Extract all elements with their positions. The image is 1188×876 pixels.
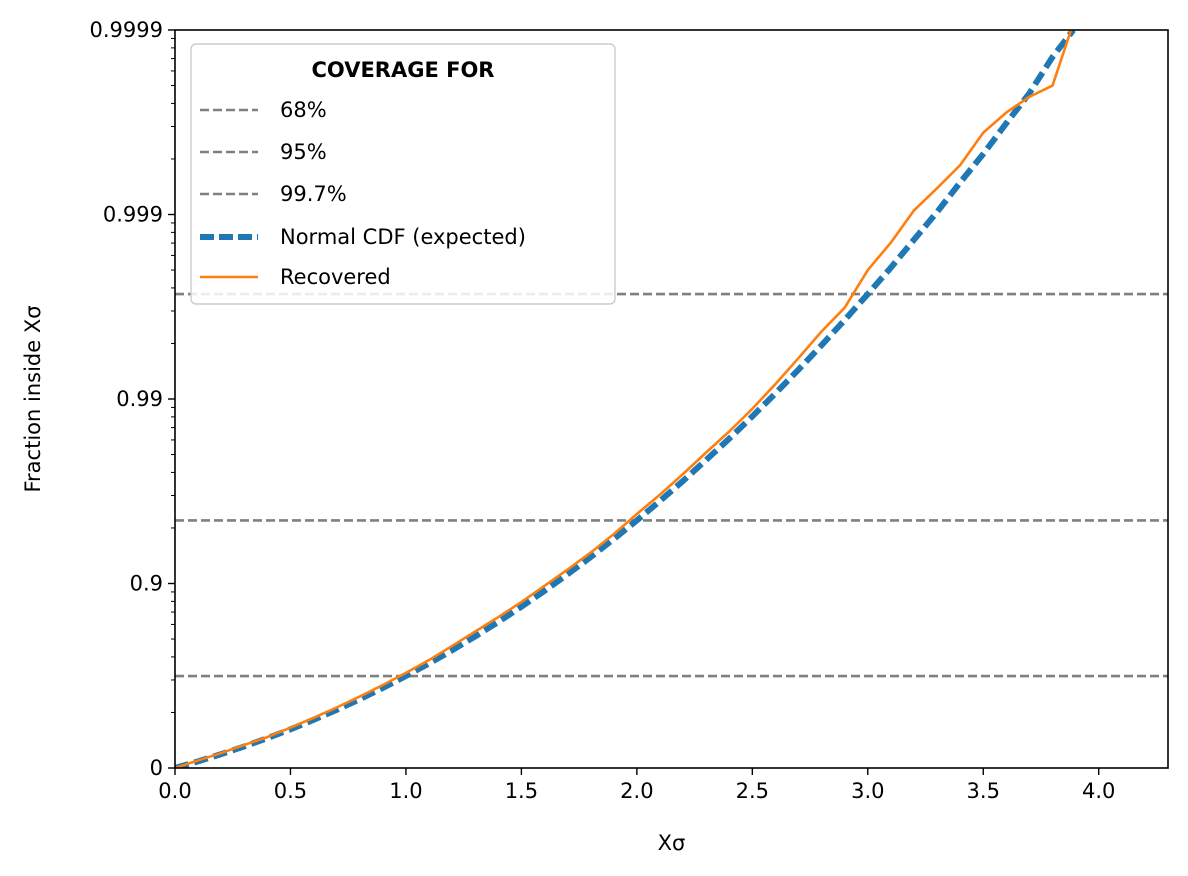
x-tick-label-6: 3.0 bbox=[851, 779, 884, 803]
series-line-0 bbox=[175, 30, 1076, 768]
axes: 0.0 0.5 1.0 1.5 2.0 2.5 3.0 3.5 4.0 0 0.9 0.99 0.999… bbox=[21, 18, 1169, 855]
plot-area bbox=[175, 30, 1168, 768]
plot-clipped-group bbox=[175, 30, 1168, 768]
y-axis-label: Fraction inside Xσ bbox=[21, 305, 45, 492]
x-tick-label-8: 4.0 bbox=[1082, 779, 1115, 803]
x-tick-label-0: 0.0 bbox=[158, 779, 191, 803]
y-tick-label-4: 0.9999 bbox=[90, 18, 163, 42]
legend: COVERAGE FOR 68% 95% 99.7% Normal CDF (expec… bbox=[190, 43, 616, 305]
x-tick-label-7: 3.5 bbox=[967, 779, 1000, 803]
legend-label-4: Recovered bbox=[280, 265, 391, 289]
y-tick-label-2: 0.99 bbox=[116, 387, 163, 411]
legend-label-3: Normal CDF (expected) bbox=[280, 225, 526, 249]
y-tick-label-3: 0.999 bbox=[103, 203, 163, 227]
x-tick-label-4: 2.0 bbox=[620, 779, 653, 803]
y-tick-label-1: 0.9 bbox=[130, 572, 163, 596]
x-axis-label: Xσ bbox=[658, 831, 686, 855]
legend-title: COVERAGE FOR bbox=[312, 58, 495, 82]
legend-label-1: 95% bbox=[280, 140, 327, 164]
legend-label-0: 68% bbox=[280, 98, 327, 122]
x-tick-label-1: 0.5 bbox=[274, 779, 307, 803]
y-tick-label-0: 0 bbox=[150, 756, 163, 780]
legend-box bbox=[190, 43, 616, 305]
series-line-1 bbox=[175, 30, 1073, 768]
x-tick-label-5: 2.5 bbox=[736, 779, 769, 803]
x-tick-label-3: 1.5 bbox=[505, 779, 538, 803]
legend-label-2: 99.7% bbox=[280, 182, 347, 206]
x-tick-label-2: 1.0 bbox=[389, 779, 422, 803]
